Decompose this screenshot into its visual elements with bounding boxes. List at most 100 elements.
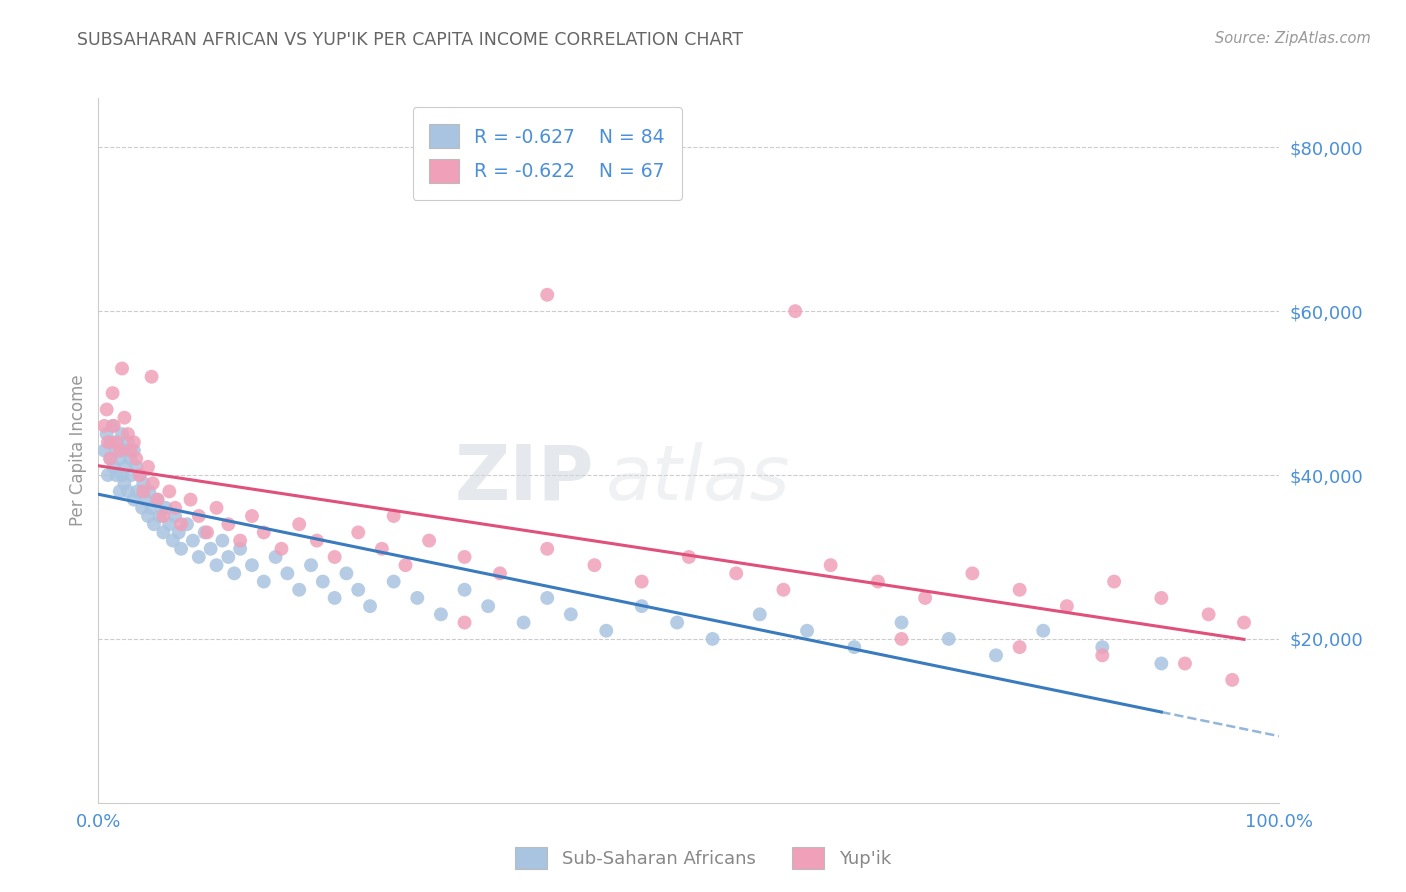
Point	[97, 468, 120, 483]
Point	[162, 533, 184, 548]
Point	[142, 517, 165, 532]
Point	[844, 640, 866, 654]
Point	[962, 566, 984, 581]
Point	[120, 443, 142, 458]
Point	[125, 451, 148, 466]
Point	[98, 451, 121, 466]
Point	[136, 508, 159, 523]
Point	[890, 615, 912, 630]
Point	[217, 549, 239, 564]
Point	[122, 435, 145, 450]
Point	[477, 599, 499, 614]
Point	[105, 443, 128, 458]
Point	[105, 468, 128, 483]
Point	[1220, 673, 1243, 687]
Point	[453, 615, 475, 630]
Point	[98, 451, 121, 466]
Point	[111, 427, 134, 442]
Point	[187, 508, 209, 523]
Point	[347, 582, 370, 597]
Text: atlas: atlas	[606, 442, 790, 516]
Point	[181, 533, 204, 548]
Point	[1056, 599, 1078, 614]
Point	[180, 492, 202, 507]
Point	[406, 591, 429, 605]
Point	[866, 574, 889, 589]
Point	[111, 468, 134, 483]
Point	[170, 541, 193, 556]
Point	[1102, 574, 1125, 589]
Point	[335, 566, 357, 581]
Point	[127, 484, 149, 499]
Point	[149, 508, 172, 523]
Point	[96, 402, 118, 417]
Point	[560, 607, 582, 622]
Point	[453, 549, 475, 564]
Point	[1008, 640, 1031, 654]
Text: ZIP: ZIP	[456, 442, 595, 516]
Point	[1091, 640, 1114, 654]
Point	[217, 517, 239, 532]
Point	[194, 525, 217, 540]
Point	[114, 459, 136, 474]
Point	[1233, 615, 1256, 630]
Point	[630, 599, 652, 614]
Point	[152, 508, 174, 523]
Point	[253, 574, 276, 589]
Point	[101, 386, 124, 401]
Point	[1008, 582, 1031, 597]
Point	[120, 451, 142, 466]
Point	[108, 443, 131, 458]
Point	[371, 541, 394, 556]
Point	[96, 427, 118, 442]
Point	[772, 582, 794, 597]
Text: Source: ZipAtlas.com: Source: ZipAtlas.com	[1215, 31, 1371, 46]
Point	[170, 517, 193, 532]
Point	[725, 566, 748, 581]
Point	[132, 476, 155, 491]
Point	[748, 607, 770, 622]
Point	[394, 558, 416, 573]
Point	[453, 582, 475, 597]
Point	[93, 443, 115, 458]
Point	[890, 632, 912, 646]
Point	[785, 304, 807, 318]
Point	[111, 361, 134, 376]
Point	[97, 435, 120, 450]
Point	[678, 549, 700, 564]
Point	[270, 541, 292, 556]
Point	[288, 517, 311, 532]
Point	[323, 591, 346, 605]
Point	[108, 484, 131, 499]
Point	[211, 533, 233, 548]
Point	[205, 500, 228, 515]
Point	[146, 492, 169, 507]
Point	[200, 541, 222, 556]
Y-axis label: Per Capita Income: Per Capita Income	[69, 375, 87, 526]
Point	[536, 591, 558, 605]
Point	[299, 558, 322, 573]
Point	[165, 508, 187, 523]
Point	[105, 435, 128, 450]
Point	[122, 443, 145, 458]
Point	[359, 599, 381, 614]
Point	[152, 525, 174, 540]
Point	[229, 541, 252, 556]
Point	[796, 624, 818, 638]
Point	[347, 525, 370, 540]
Point	[240, 508, 263, 523]
Point	[165, 500, 187, 515]
Point	[132, 484, 155, 499]
Point	[112, 410, 135, 425]
Point	[1150, 657, 1173, 671]
Point	[195, 525, 218, 540]
Point	[276, 566, 298, 581]
Point	[128, 468, 150, 483]
Point	[229, 533, 252, 548]
Point	[117, 435, 139, 450]
Point	[98, 435, 121, 450]
Legend: Sub-Saharan Africans, Yup'ik: Sub-Saharan Africans, Yup'ik	[506, 838, 900, 879]
Point	[305, 533, 328, 548]
Point	[141, 500, 163, 515]
Point	[1174, 657, 1197, 671]
